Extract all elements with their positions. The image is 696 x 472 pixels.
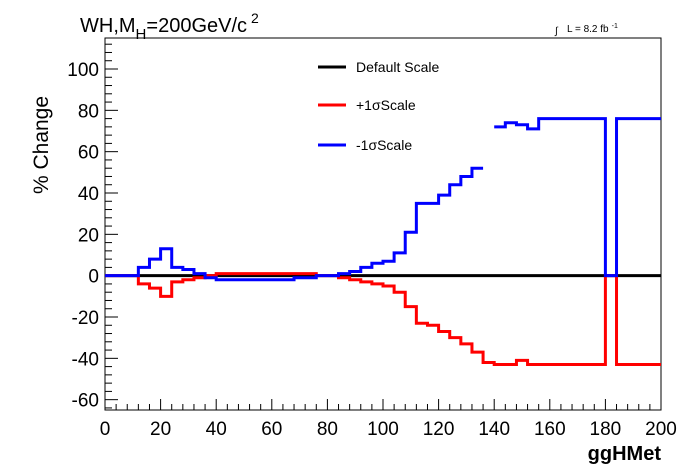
y-axis-title: % Change (30, 96, 53, 194)
y-tick-label: 60 (78, 143, 99, 164)
x-tick-label: 120 (423, 419, 455, 440)
lumi-integral: ∫ (554, 26, 559, 37)
y-tick-label: -20 (72, 308, 99, 329)
title-superscript: 2 (251, 10, 259, 26)
y-tick-label: -40 (72, 349, 99, 370)
y-axis: -60 -40 -20 0 20 40 60 80 100 (67, 43, 118, 412)
series-line-1 (105, 272, 661, 367)
y-tick-label: 100 (67, 60, 99, 81)
series-line-2 (105, 117, 661, 282)
x-tick-label: 0 (100, 419, 111, 440)
legend: Default Scale +1σScale -1σScale (318, 59, 439, 153)
legend-label-plus: +1σScale (356, 97, 416, 113)
series-lines (105, 117, 661, 367)
x-tick-label: 180 (590, 419, 622, 440)
y-tick-label: 80 (78, 101, 99, 122)
y-tick-label: 40 (78, 184, 99, 205)
x-tick-label: 140 (478, 419, 510, 440)
x-tick-label: 60 (261, 419, 282, 440)
chart-title: WH,MH=200GeV/c 2 (80, 10, 259, 43)
legend-label-minus: -1σScale (356, 137, 412, 153)
x-tick-label: 100 (367, 419, 399, 440)
x-tick-label: 20 (150, 419, 171, 440)
x-tick-label: 40 (206, 419, 227, 440)
x-axis: 0 20 40 60 80 100 120 140 160 180 200 (100, 399, 677, 440)
y-tick-label: -60 (72, 391, 99, 412)
plot-frame (104, 37, 662, 411)
title-subscript: H (136, 26, 147, 43)
x-tick-label: 80 (317, 419, 338, 440)
y-tick-label: 0 (88, 267, 99, 288)
legend-label-default: Default Scale (356, 59, 439, 75)
lumi-superscript: -1 (612, 23, 618, 30)
x-tick-label: 160 (534, 419, 566, 440)
lumi-label: L = 8.2 fb -1 (567, 23, 618, 35)
y-tick-label: 20 (78, 225, 99, 246)
x-axis-title: ggHMet (588, 443, 662, 465)
x-tick-label: 200 (645, 419, 677, 440)
